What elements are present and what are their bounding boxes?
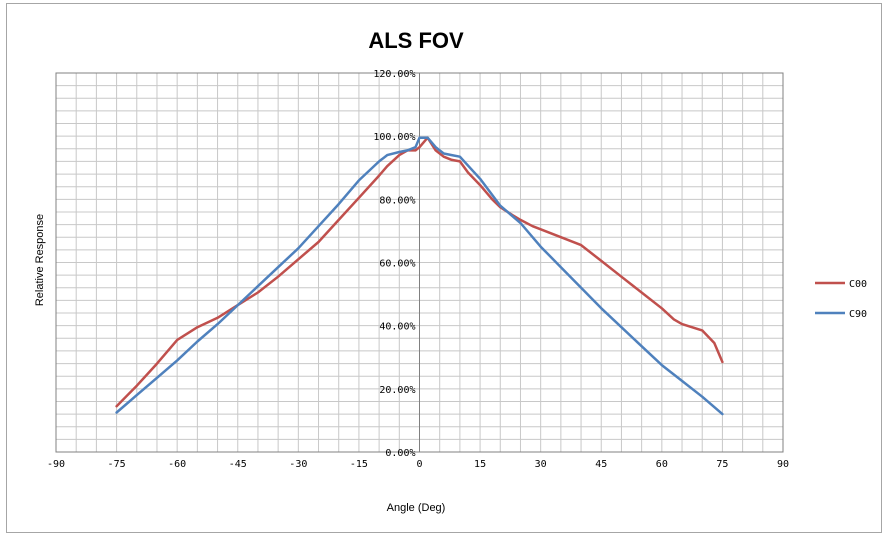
series-lines — [115, 136, 724, 416]
y-tick-labels: 0.00% 20.00% 40.00% 60.00% 80.00% 100.00% 120.… — [373, 69, 415, 459]
y-tick-label: 20.00% — [379, 385, 415, 396]
x-tick-label: 15 — [474, 459, 486, 470]
x-tick-label: -45 — [229, 459, 247, 470]
legend: C00 C90 — [815, 279, 867, 320]
legend-label-c00: C00 — [849, 279, 867, 290]
x-tick-label: -30 — [289, 459, 307, 470]
line-chart: ALS FOV -90 -75 -60 -45 -30 -15 0 15 30 45 60 75 90 … — [34, 28, 867, 514]
legend-label-c90: C90 — [849, 309, 867, 320]
x-tick-label: 60 — [656, 459, 668, 470]
series-line-c90 — [115, 136, 724, 416]
x-tick-label: -75 — [108, 459, 126, 470]
x-tick-labels: -90 -75 -60 -45 -30 -15 0 15 30 45 60 75 90 — [47, 459, 789, 470]
chart-title: ALS FOV — [368, 28, 464, 53]
y-tick-label: 60.00% — [379, 259, 415, 270]
y-tick-label: 80.00% — [379, 195, 415, 206]
series-line-c00 — [115, 136, 724, 408]
x-tick-label: -60 — [168, 459, 186, 470]
x-tick-label: 0 — [416, 459, 422, 470]
x-tick-label: -90 — [47, 459, 65, 470]
x-tick-label: -15 — [350, 459, 368, 470]
axes — [55, 72, 784, 453]
x-tick-label: 90 — [777, 459, 789, 470]
y-tick-label: 0.00% — [385, 448, 415, 459]
y-tick-label: 120.00% — [373, 69, 415, 80]
x-tick-label: 75 — [716, 459, 728, 470]
x-tick-label: 45 — [595, 459, 607, 470]
y-tick-label: 100.00% — [373, 132, 415, 143]
y-axis-label: Relative Response — [34, 214, 46, 306]
y-tick-label: 40.00% — [379, 322, 415, 333]
x-axis-label: Angle (Deg) — [387, 502, 446, 514]
chart-area: ALS FOV -90 -75 -60 -45 -30 -15 0 15 30 45 60 75 90 … — [6, 3, 882, 533]
x-tick-label: 30 — [535, 459, 547, 470]
